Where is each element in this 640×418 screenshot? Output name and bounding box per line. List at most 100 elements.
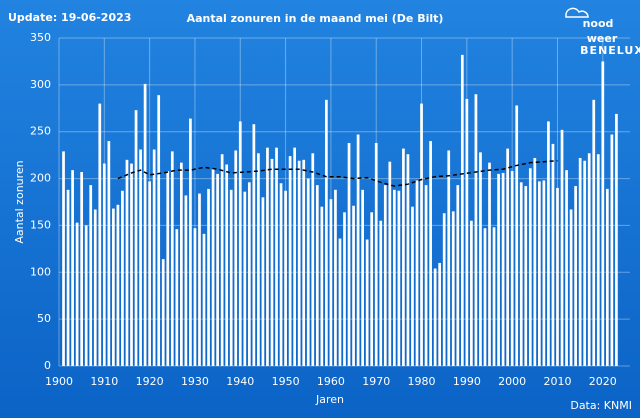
bar [152, 149, 156, 366]
bar [420, 103, 423, 366]
bar [583, 160, 587, 366]
bar [533, 157, 537, 366]
bar [311, 153, 315, 366]
bar [166, 171, 170, 366]
bar [460, 54, 464, 367]
bar [179, 162, 183, 366]
bar [565, 170, 568, 366]
bar [442, 213, 446, 366]
bar [347, 142, 351, 366]
bar [189, 118, 192, 366]
bar [279, 183, 283, 366]
x-tick-label: 2010 [543, 375, 571, 388]
bar [75, 222, 79, 366]
x-tick-label: 1940 [226, 375, 254, 388]
y-tick-label: 50 [37, 312, 51, 325]
bar [479, 152, 482, 366]
bar [560, 129, 564, 366]
logo-text: weer [587, 32, 618, 45]
y-tick-label: 0 [44, 359, 51, 372]
bar [89, 185, 93, 366]
y-axis-label: Aantal zonuren [13, 160, 26, 243]
x-tick-label: 1960 [317, 375, 345, 388]
bar [370, 212, 374, 366]
x-tick-label: 1910 [90, 375, 118, 388]
bar [84, 225, 88, 366]
bar [288, 156, 292, 366]
bar [325, 99, 328, 366]
bar [415, 180, 419, 366]
bar [275, 147, 278, 366]
bar [98, 103, 102, 366]
bar [615, 113, 618, 366]
bar [315, 185, 319, 366]
y-tick-label: 250 [30, 125, 51, 138]
bar [402, 148, 405, 366]
bar [506, 148, 510, 366]
bar [524, 186, 528, 366]
bar [107, 141, 111, 366]
x-tick-label: 1980 [408, 375, 436, 388]
bar [125, 159, 129, 366]
bar [238, 121, 242, 366]
bar [297, 160, 301, 366]
bar [266, 147, 269, 366]
bar [388, 161, 392, 366]
bar [515, 105, 519, 366]
bar [374, 142, 378, 366]
x-axis-label: Jaren [315, 393, 344, 406]
bar [424, 185, 428, 366]
bar [483, 228, 487, 366]
bar [139, 149, 142, 366]
bar [102, 163, 106, 366]
bar [411, 206, 414, 366]
bar [71, 170, 74, 366]
bar [257, 153, 260, 366]
x-tick-label: 1930 [181, 375, 209, 388]
bar [547, 121, 550, 366]
bar [592, 99, 596, 366]
bar [429, 141, 432, 366]
bar [261, 197, 265, 366]
bar [170, 151, 174, 366]
x-tick-label: 1970 [362, 375, 390, 388]
bar [216, 173, 219, 366]
bar [134, 110, 138, 366]
bar [306, 178, 310, 366]
trend-line [117, 160, 558, 187]
bar [447, 150, 451, 366]
y-tick-label: 150 [30, 218, 51, 231]
bar [397, 190, 401, 366]
bar [587, 153, 591, 366]
bar [329, 199, 333, 366]
bar [610, 134, 614, 366]
chart-title: Aantal zonuren in de maand mei (De Bilt) [187, 12, 444, 25]
bar [465, 98, 469, 367]
bar [143, 83, 147, 367]
bar [66, 189, 70, 366]
bar [451, 211, 455, 366]
logo-subtext: BENELUX [580, 44, 640, 57]
bar [207, 188, 210, 366]
bar [497, 173, 500, 366]
bar [519, 182, 523, 366]
bar [157, 95, 161, 366]
bar [433, 268, 437, 366]
bar [365, 239, 369, 366]
x-tick-label: 2020 [589, 375, 617, 388]
bar [130, 163, 133, 366]
bar [112, 208, 115, 366]
bar [225, 164, 229, 366]
y-tick-label: 350 [30, 31, 51, 44]
bar [470, 220, 473, 366]
y-tick-label: 300 [30, 78, 51, 91]
x-tick-label: 1950 [272, 375, 300, 388]
bar [338, 238, 342, 366]
bar [116, 204, 120, 366]
bar [569, 209, 573, 366]
bar [121, 190, 124, 366]
bar [247, 182, 251, 366]
bar [510, 171, 514, 366]
